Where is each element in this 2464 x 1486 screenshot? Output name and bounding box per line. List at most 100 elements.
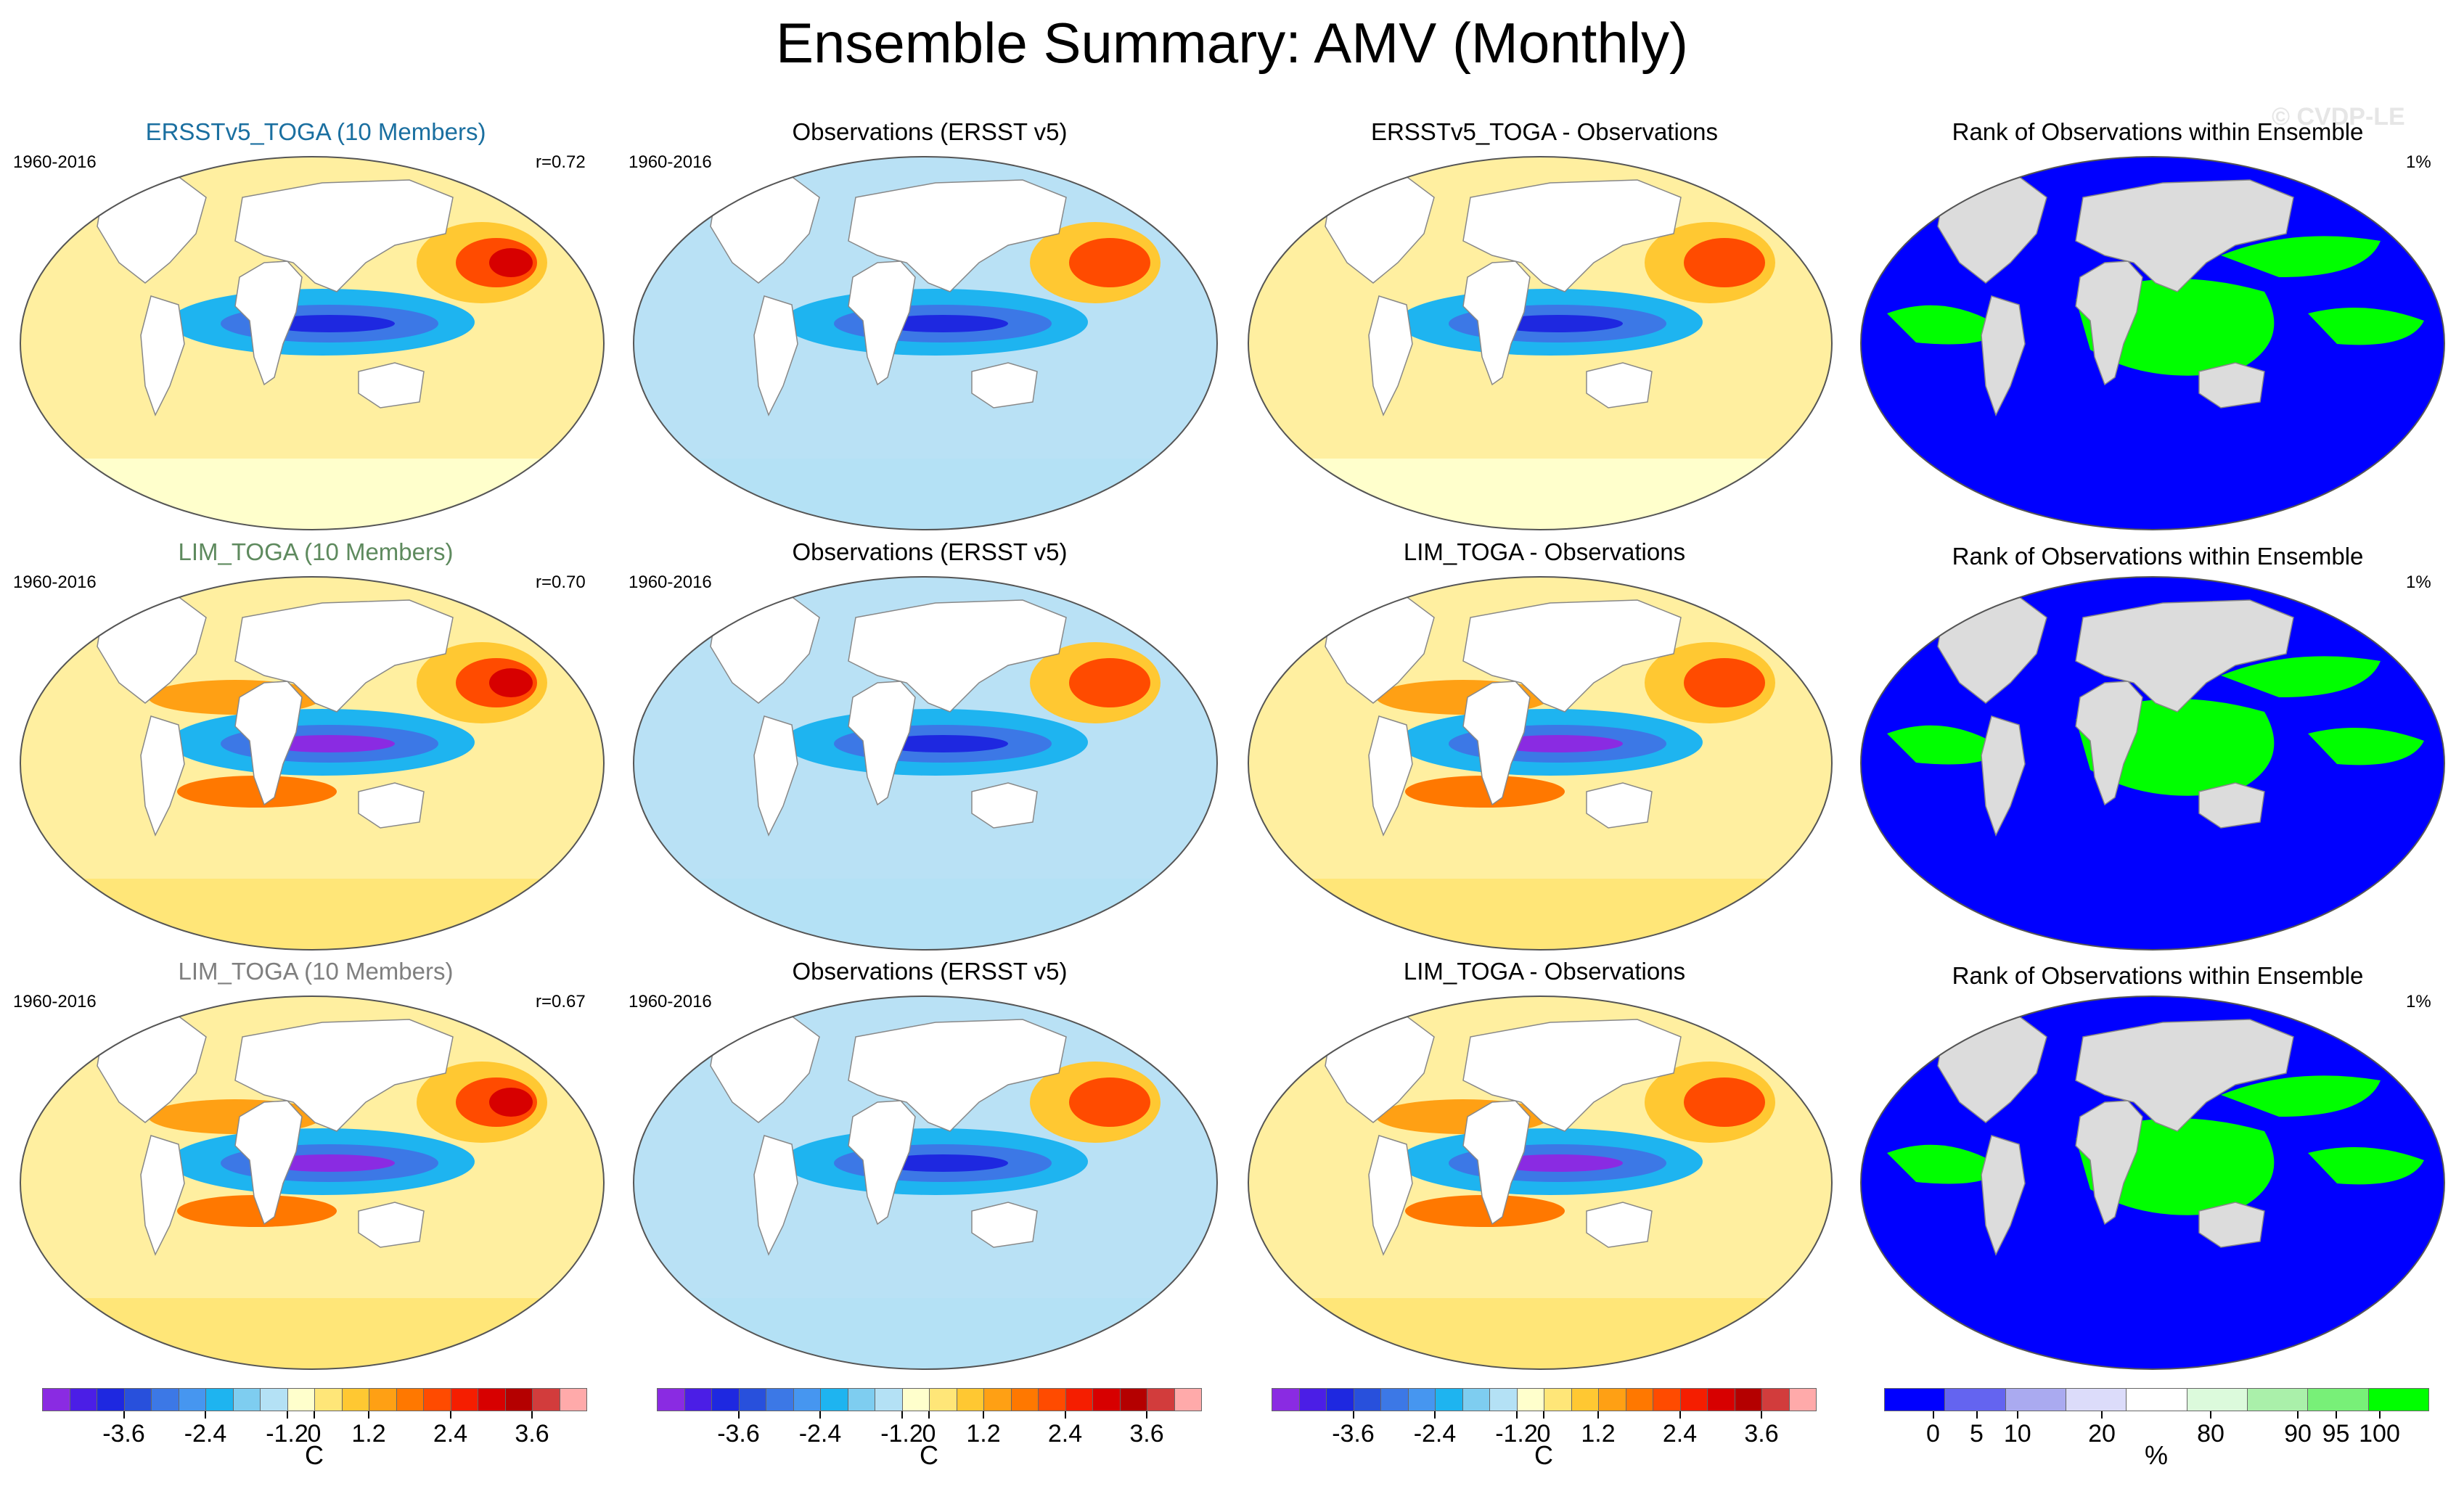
observation-map xyxy=(631,154,1220,533)
colorbar-tick xyxy=(1679,1411,1681,1419)
colorbar-tick xyxy=(1932,1411,1934,1419)
colorbar-swatch xyxy=(929,1388,957,1411)
rank-panel-title: Rank of Observations within Ensemble xyxy=(1952,962,2364,989)
colorbar-swatch xyxy=(1944,1388,2006,1411)
colorbar-tick xyxy=(368,1411,369,1419)
obs-period: 1960-2016 xyxy=(629,152,712,172)
colorbar-swatch xyxy=(450,1388,478,1411)
colorbar-tick xyxy=(1352,1411,1354,1419)
colorbar-tick-label: 80 xyxy=(2197,1420,2224,1448)
model-panel-title: ERSSTv5_TOGA (10 Members) xyxy=(145,118,486,145)
colorbar-unit: C xyxy=(305,1440,324,1470)
colorbar-swatch xyxy=(711,1388,740,1411)
colorbar-tick-label: -1.2 xyxy=(1495,1420,1538,1448)
model-correlation: r=0.70 xyxy=(536,572,586,592)
colorbar-swatch xyxy=(2005,1388,2066,1411)
model-correlation: r=0.67 xyxy=(536,992,586,1011)
colorbar-tick xyxy=(1543,1411,1544,1419)
colorbar-tick-label: 95 xyxy=(2322,1420,2350,1448)
model-panel-title: LIM_TOGA (10 Members) xyxy=(178,958,454,985)
colorbar-swatch xyxy=(2126,1388,2187,1411)
colorbar-swatch xyxy=(1380,1388,1409,1411)
colorbar-tick xyxy=(1976,1411,1978,1419)
model-period: 1960-2016 xyxy=(13,152,97,172)
colorbar-swatch xyxy=(1435,1388,1463,1411)
colorbar-tick xyxy=(449,1411,451,1419)
model-map xyxy=(17,574,607,953)
colorbar-swatch xyxy=(97,1388,125,1411)
colorbar-tick-label: -3.6 xyxy=(102,1420,145,1448)
rank-panel-title: Rank of Observations within Ensemble xyxy=(1952,543,2364,570)
colorbar-swatch xyxy=(1571,1388,1599,1411)
colorbar-swatch xyxy=(657,1388,685,1411)
colorbar-tick-label: 2.4 xyxy=(1047,1420,1083,1448)
colorbar-tick xyxy=(2335,1411,2337,1419)
colorbar-swatch xyxy=(847,1388,875,1411)
colorbar-swatch xyxy=(1298,1388,1327,1411)
colorbar-swatch xyxy=(2066,1388,2127,1411)
colorbar-swatch xyxy=(1065,1388,1093,1411)
colorbar-tick xyxy=(531,1411,533,1419)
colorbar-tick xyxy=(1064,1411,1066,1419)
difference-map xyxy=(1245,993,1835,1372)
colorbar-swatch xyxy=(1119,1388,1147,1411)
colorbar-tick-label: 10 xyxy=(2003,1420,2031,1448)
colorbar-swatch xyxy=(478,1388,506,1411)
diff-panel-title: LIM_TOGA - Observations xyxy=(1403,538,1686,565)
difference-map xyxy=(1245,574,1835,953)
colorbar-tick-label: -3.6 xyxy=(717,1420,760,1448)
colorbar-tick-label: -1.2 xyxy=(266,1420,308,1448)
diff-panel-title: ERSSTv5_TOGA - Observations xyxy=(1370,118,1719,145)
colorbar-tick xyxy=(123,1411,125,1419)
colorbar-swatch xyxy=(1734,1388,1762,1411)
colorbar-swatch xyxy=(314,1388,343,1411)
rank-map xyxy=(1858,574,2447,953)
colorbar-swatch xyxy=(1407,1388,1436,1411)
colorbar-tick-label: -2.4 xyxy=(1413,1420,1457,1448)
colorbar-tick xyxy=(901,1411,903,1419)
colorbar-swatch xyxy=(1174,1388,1202,1411)
rank-colorbar: 0 5 10 20 80 90 95 100 xyxy=(1884,1388,2429,1448)
colorbar-swatch xyxy=(205,1388,234,1411)
colorbar-tick-label: -1.2 xyxy=(880,1420,923,1448)
colorbar-tick xyxy=(983,1411,984,1419)
colorbar-swatch xyxy=(1272,1388,1300,1411)
difference-map xyxy=(1245,154,1835,533)
colorbar-swatch xyxy=(178,1388,206,1411)
colorbar-swatch xyxy=(42,1388,70,1411)
diff-panel-title: LIM_TOGA - Observations xyxy=(1403,958,1686,985)
rank-map xyxy=(1858,154,2447,533)
colorbar-tick xyxy=(2210,1411,2211,1419)
colorbar-swatch xyxy=(423,1388,451,1411)
colorbar-swatch xyxy=(1516,1388,1544,1411)
colorbar-swatch xyxy=(1788,1388,1817,1411)
model-period: 1960-2016 xyxy=(13,992,97,1011)
model-panel-title: LIM_TOGA (10 Members) xyxy=(178,538,454,565)
colorbar-tick-label: 0 xyxy=(922,1420,936,1448)
colorbar-tick xyxy=(2378,1411,2381,1419)
colorbar-swatch xyxy=(260,1388,288,1411)
colorbar-swatch xyxy=(1462,1388,1490,1411)
colorbar-tick-label: 1.2 xyxy=(966,1420,1001,1448)
colorbar-swatch xyxy=(504,1388,533,1411)
colorbar-tick-label: -2.4 xyxy=(184,1420,227,1448)
colorbar-tick xyxy=(2016,1411,2018,1419)
colorbar-swatch xyxy=(232,1388,261,1411)
colorbar-swatch xyxy=(369,1388,397,1411)
colorbar-swatch xyxy=(875,1388,903,1411)
rank-value: 1% xyxy=(2406,152,2431,172)
colorbar-swatch xyxy=(1326,1388,1354,1411)
colorbar-tick xyxy=(1761,1411,1762,1419)
rank-panel-title: Rank of Observations within Ensemble xyxy=(1952,118,2364,145)
colorbar-swatch xyxy=(1679,1388,1708,1411)
colorbar-tick-label: 3.6 xyxy=(1744,1420,1779,1448)
colorbar-tick-label: 0 xyxy=(1926,1420,1940,1448)
colorbar-swatch xyxy=(287,1388,315,1411)
colorbar-swatch xyxy=(532,1388,560,1411)
colorbar-swatch xyxy=(1625,1388,1653,1411)
colorbar-unit: C xyxy=(920,1440,938,1470)
colorbar-tick-label: 90 xyxy=(2284,1420,2312,1448)
colorbar-tick-label: 2.4 xyxy=(1662,1420,1698,1448)
temperature-colorbar: -3.6 -2.4 -1.2 0 1.2 2.4 3.6 xyxy=(1272,1388,1817,1448)
colorbar-tick-label: 100 xyxy=(2359,1420,2400,1448)
